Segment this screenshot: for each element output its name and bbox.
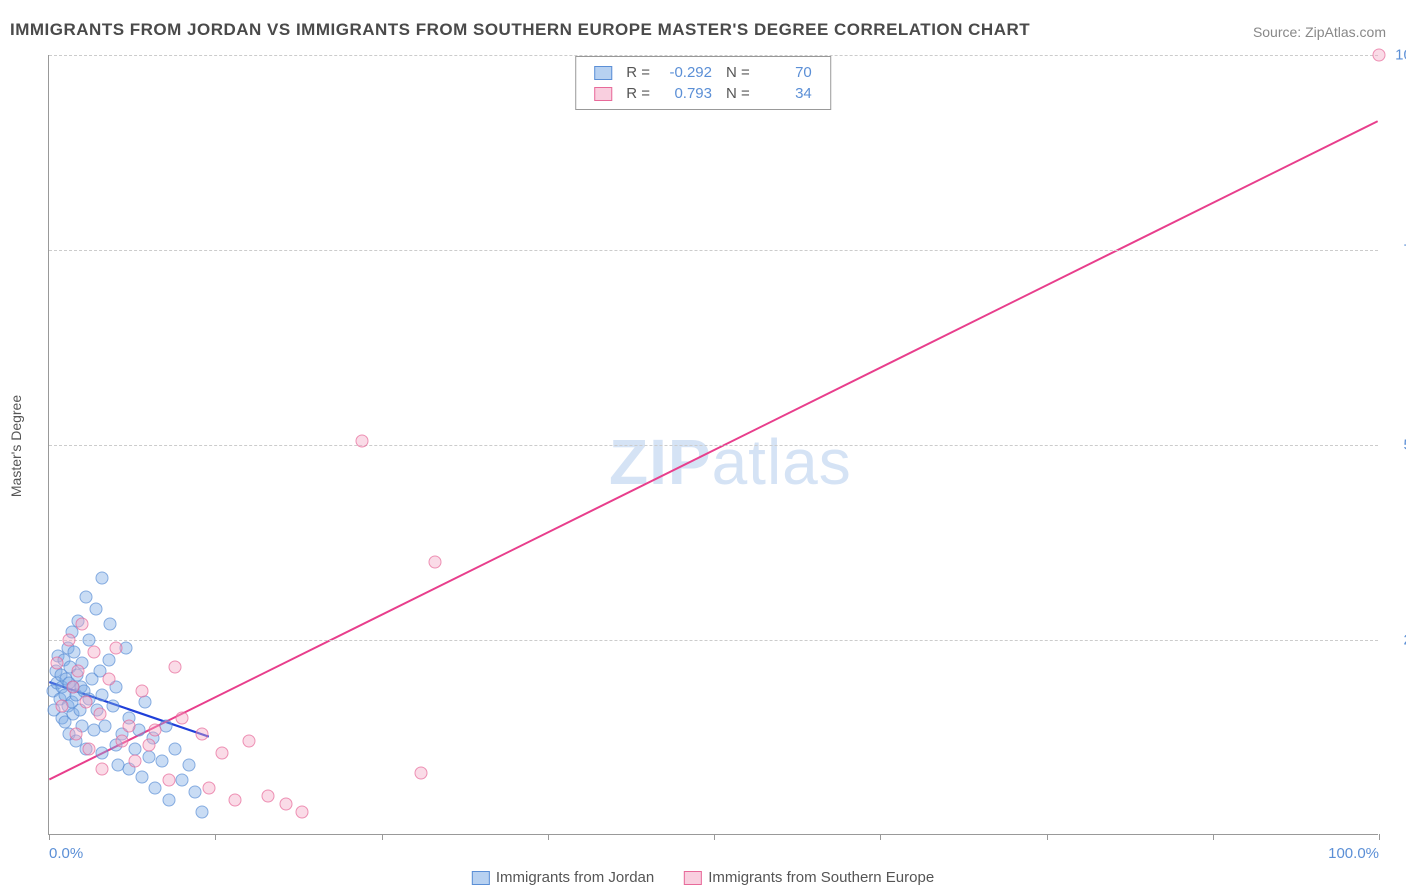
scatter-point-jordan	[102, 653, 115, 666]
scatter-point-southern_europe	[428, 556, 441, 569]
y-axis-label: Master's Degree	[8, 395, 24, 497]
scatter-point-southern_europe	[215, 747, 228, 760]
legend-swatch	[472, 871, 490, 885]
gridline-horizontal	[49, 445, 1378, 446]
scatter-point-southern_europe	[62, 634, 75, 647]
scatter-point-jordan	[138, 696, 151, 709]
legend-bottom: Immigrants from Jordan Immigrants from So…	[472, 869, 934, 886]
scatter-point-jordan	[136, 770, 149, 783]
scatter-point-jordan	[189, 786, 202, 799]
scatter-point-southern_europe	[136, 684, 149, 697]
x-tick-mark	[880, 834, 881, 840]
x-tick-mark	[382, 834, 383, 840]
scatter-point-southern_europe	[102, 673, 115, 686]
scatter-point-jordan	[106, 700, 119, 713]
x-tick-mark	[714, 834, 715, 840]
x-tick-mark	[548, 834, 549, 840]
scatter-point-southern_europe	[56, 700, 69, 713]
legend-bottom-label: Immigrants from Jordan	[496, 869, 654, 886]
scatter-point-jordan	[98, 719, 111, 732]
scatter-point-southern_europe	[109, 641, 122, 654]
scatter-point-southern_europe	[66, 680, 79, 693]
scatter-point-southern_europe	[262, 790, 275, 803]
legend-bottom-item: Immigrants from Jordan	[472, 869, 654, 886]
scatter-point-southern_europe	[242, 735, 255, 748]
scatter-point-jordan	[149, 782, 162, 795]
scatter-point-southern_europe	[195, 727, 208, 740]
scatter-point-southern_europe	[72, 665, 85, 678]
scatter-point-southern_europe	[129, 754, 142, 767]
scatter-point-southern_europe	[1373, 49, 1386, 62]
scatter-point-southern_europe	[142, 739, 155, 752]
scatter-point-jordan	[195, 805, 208, 818]
scatter-point-southern_europe	[116, 735, 129, 748]
scatter-point-southern_europe	[80, 696, 93, 709]
scatter-point-jordan	[162, 793, 175, 806]
legend-top-row: R = -0.292 N = 70	[588, 63, 818, 82]
legend-swatch	[594, 87, 612, 101]
scatter-point-southern_europe	[415, 766, 428, 779]
legend-r-label: R =	[620, 63, 656, 82]
scatter-point-jordan	[176, 774, 189, 787]
watermark: ZIPatlas	[609, 425, 852, 499]
scatter-point-southern_europe	[50, 657, 63, 670]
x-tick-mark	[1047, 834, 1048, 840]
y-tick-label: 100.0%	[1395, 47, 1406, 64]
scatter-point-southern_europe	[76, 618, 89, 631]
legend-swatch	[684, 871, 702, 885]
scatter-point-southern_europe	[88, 645, 101, 658]
trend-line-southern_europe	[49, 121, 1377, 779]
legend-bottom-label: Immigrants from Southern Europe	[708, 869, 934, 886]
legend-r-value: 0.793	[664, 85, 712, 102]
scatter-point-southern_europe	[355, 435, 368, 448]
x-tick-mark	[1213, 834, 1214, 840]
plot-area: ZIPatlas 0.0%25.0%50.0%75.0%100.0%0.0%10…	[48, 55, 1378, 835]
x-tick-mark	[49, 834, 50, 840]
legend-bottom-item: Immigrants from Southern Europe	[684, 869, 934, 886]
scatter-point-jordan	[104, 618, 117, 631]
legend-r-value: -0.292	[664, 64, 712, 81]
scatter-point-southern_europe	[93, 708, 106, 721]
chart-title: IMMIGRANTS FROM JORDAN VS IMMIGRANTS FRO…	[10, 20, 1030, 40]
scatter-point-southern_europe	[169, 661, 182, 674]
x-tick-label: 100.0%	[1328, 845, 1379, 862]
x-tick-label: 0.0%	[49, 845, 83, 862]
scatter-point-southern_europe	[229, 793, 242, 806]
scatter-point-jordan	[96, 747, 109, 760]
legend-n-value: 70	[764, 64, 812, 81]
legend-swatch	[594, 66, 612, 80]
legend-n-value: 34	[764, 85, 812, 102]
scatter-point-jordan	[96, 688, 109, 701]
legend-r-label: R =	[620, 84, 656, 103]
scatter-point-southern_europe	[176, 712, 189, 725]
scatter-point-southern_europe	[69, 727, 82, 740]
scatter-point-jordan	[80, 591, 93, 604]
scatter-point-jordan	[68, 645, 81, 658]
scatter-point-jordan	[156, 754, 169, 767]
scatter-point-southern_europe	[122, 719, 135, 732]
legend-top-row: R = 0.793 N = 34	[588, 84, 818, 103]
x-tick-mark	[215, 834, 216, 840]
scatter-point-southern_europe	[295, 805, 308, 818]
legend-n-label: N =	[720, 63, 756, 82]
gridline-horizontal	[49, 640, 1378, 641]
scatter-point-jordan	[96, 571, 109, 584]
scatter-point-southern_europe	[96, 762, 109, 775]
x-tick-mark	[1379, 834, 1380, 840]
scatter-point-jordan	[169, 743, 182, 756]
legend-top: R = -0.292 N = 70 R = 0.793 N = 34	[575, 56, 831, 110]
legend-n-label: N =	[720, 84, 756, 103]
scatter-point-jordan	[89, 602, 102, 615]
source-label: Source: ZipAtlas.com	[1253, 24, 1386, 40]
scatter-point-southern_europe	[162, 774, 175, 787]
gridline-horizontal	[49, 250, 1378, 251]
scatter-point-southern_europe	[202, 782, 215, 795]
scatter-point-jordan	[142, 751, 155, 764]
scatter-point-southern_europe	[82, 743, 95, 756]
scatter-point-southern_europe	[279, 797, 292, 810]
scatter-point-jordan	[182, 758, 195, 771]
scatter-point-southern_europe	[149, 723, 162, 736]
